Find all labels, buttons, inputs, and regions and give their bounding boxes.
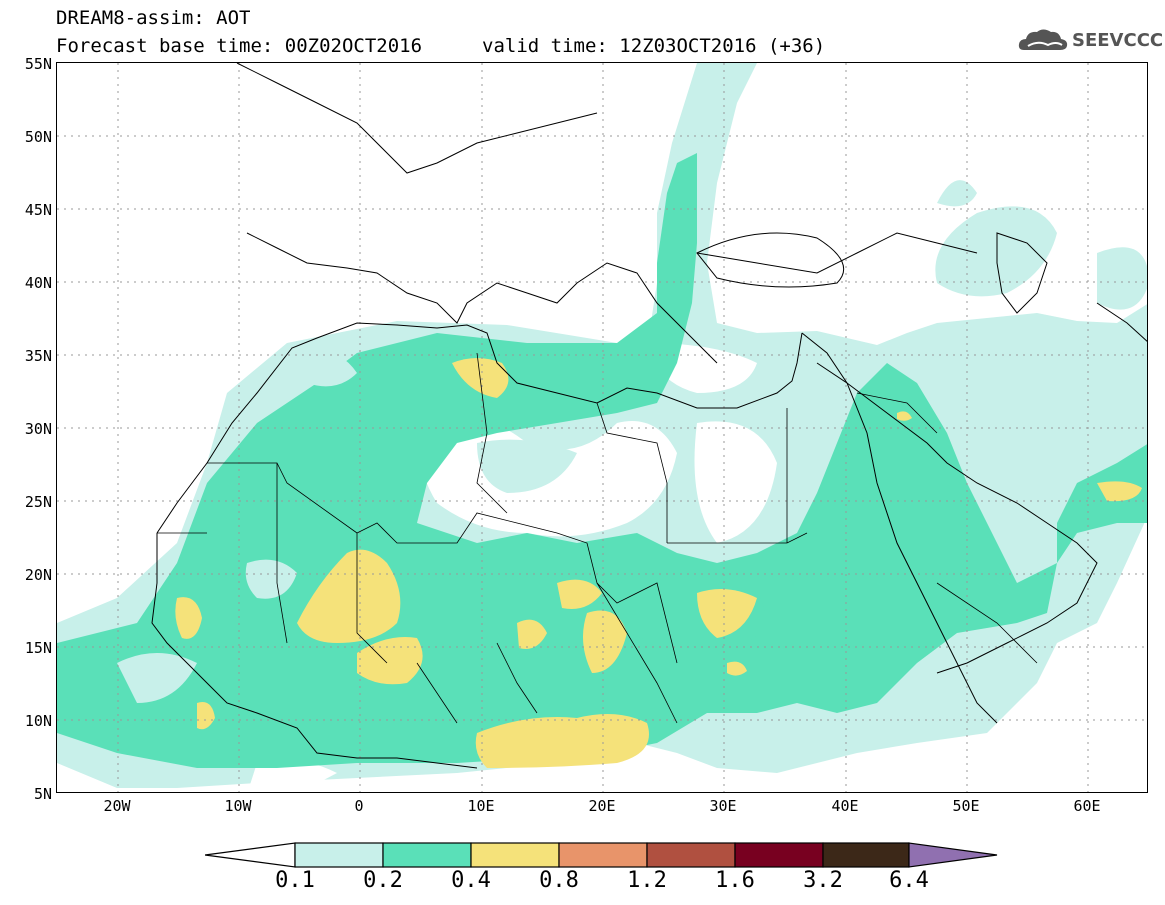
colorbar-label: 0.8 [539,868,579,893]
lat-label: 10N [24,712,52,730]
lon-label: 50E [952,797,980,815]
colorbar [205,842,998,868]
lon-label: 30E [709,797,737,815]
lon-label: 0 [354,797,364,815]
lon-label: 10E [467,797,495,815]
colorbar-swatch [294,842,384,868]
lat-label: 40N [24,274,52,292]
colorbar-swatch [734,842,824,868]
lon-label: 60E [1073,797,1101,815]
logo-text: SEEVCCC [1072,30,1164,51]
colorbar-swatch [470,842,560,868]
colorbar-label: 3.2 [803,868,843,893]
coastlines [151,63,1147,769]
lat-label: 20N [24,566,52,584]
colorbar-label: 0.2 [363,868,403,893]
lon-label: 20W [103,797,131,815]
country-borders [157,352,1038,724]
lon-label: 20E [588,797,616,815]
colorbar-label: 6.4 [889,868,929,893]
graticule [57,63,1147,792]
lat-label: 50N [24,128,52,146]
colorbar-swatch [382,842,472,868]
lat-label: 45N [24,201,52,219]
aot-map [56,62,1148,793]
colorbar-label: 1.6 [715,868,755,893]
colorbar-label: 1.2 [627,868,667,893]
colorbar-swatch [822,842,910,868]
colorbar-swatch [558,842,648,868]
lat-label: 35N [24,347,52,365]
valid-time: valid time: 12Z03OCT2016 (+36) [482,35,826,57]
lon-label: 10W [224,797,252,815]
cloud-icon [1018,29,1068,50]
map-title: DREAM8-assim: AOT [56,7,251,29]
colorbar-label: 0.1 [275,868,315,893]
lat-label: 55N [24,55,52,73]
colorbar-under-arrow [205,842,296,868]
colorbar-over-arrow [908,842,998,868]
lat-label: 25N [24,493,52,511]
lat-label: 15N [24,639,52,657]
lat-label: 30N [24,420,52,438]
colorbar-swatch [646,842,736,868]
aot-light-patches [117,350,577,703]
colorbar-label: 0.4 [451,868,491,893]
lat-label: 5N [33,785,52,803]
forecast-base-time: Forecast base time: 00Z02OCT2016 [56,35,423,57]
aot-shading-0.4 [175,358,1142,768]
lon-label: 40E [831,797,859,815]
